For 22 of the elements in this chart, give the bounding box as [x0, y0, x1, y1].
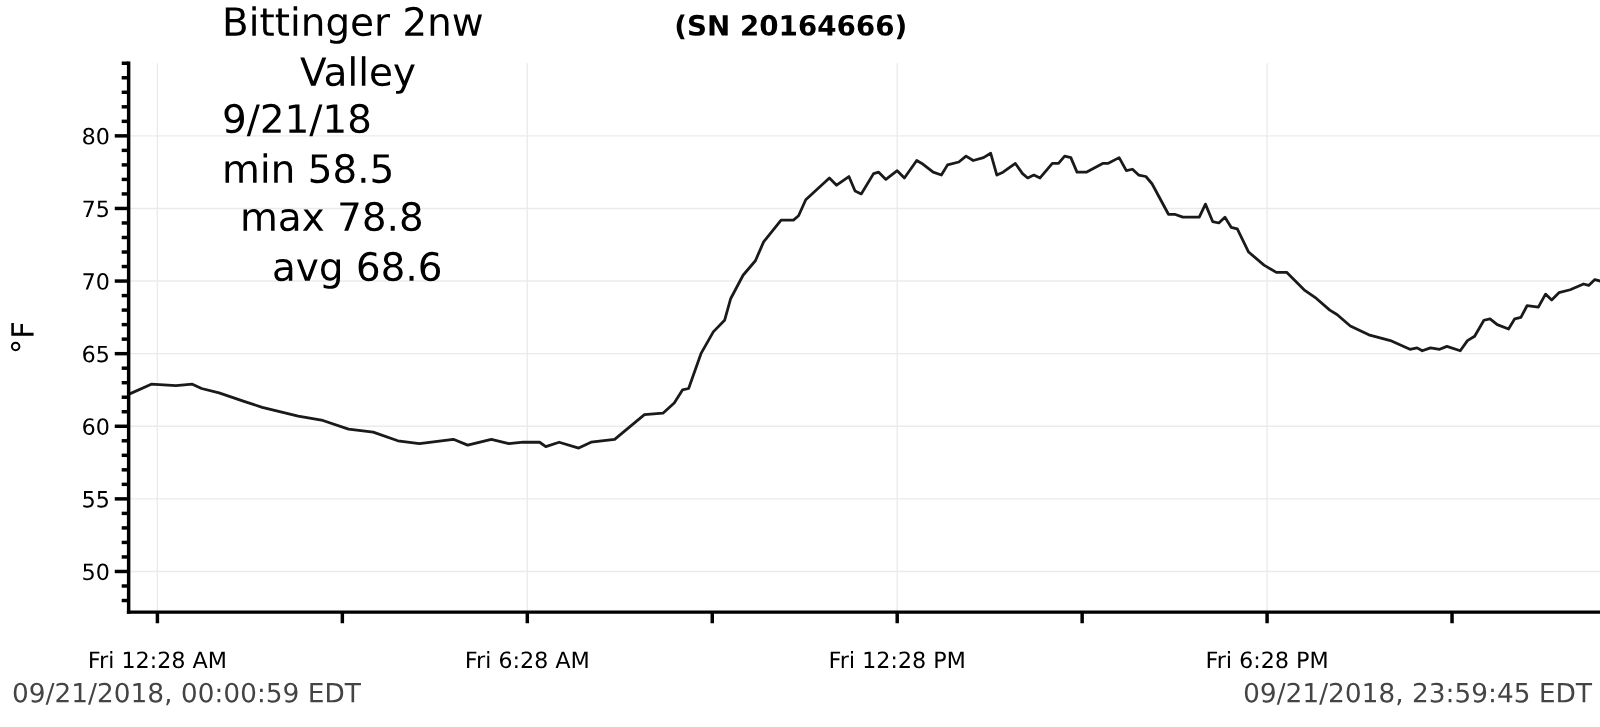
x-tick-label: Fri 6:28 AM	[467, 651, 588, 669]
annotation: Valley	[300, 56, 415, 94]
y-tick-label: 55	[83, 491, 108, 508]
x-tick-label: Fri 12:28 PM	[830, 651, 964, 669]
x-tick-label: Fri 12:28 AM	[90, 651, 225, 669]
y-tick-label: 50	[83, 563, 109, 581]
y-tick-label: 60	[83, 418, 109, 436]
y-axis-title: °F	[10, 323, 34, 352]
y-tick-label: 75	[83, 200, 108, 218]
text: 09/21/2018, 00:00:59 EDT	[13, 682, 361, 706]
annotation: avg 68.6	[274, 251, 441, 289]
chart-title: (SN 20164666)	[676, 14, 905, 40]
line-series	[128, 151, 1600, 450]
y-tick-label: 70	[83, 273, 109, 290]
text: 09/21/2018, 23:59:45 EDT	[1244, 682, 1593, 706]
y-tick-label: 80	[83, 127, 109, 145]
x-tick-label: Fri 6:28 PM	[1207, 651, 1327, 669]
annotation: max 78.8	[243, 201, 422, 232]
annotation: 9/21/18	[224, 103, 370, 137]
text: Bittinger 2nw	[225, 6, 482, 44]
y-tick-label: 65	[83, 345, 108, 363]
annotation: min 58.5	[225, 153, 391, 184]
